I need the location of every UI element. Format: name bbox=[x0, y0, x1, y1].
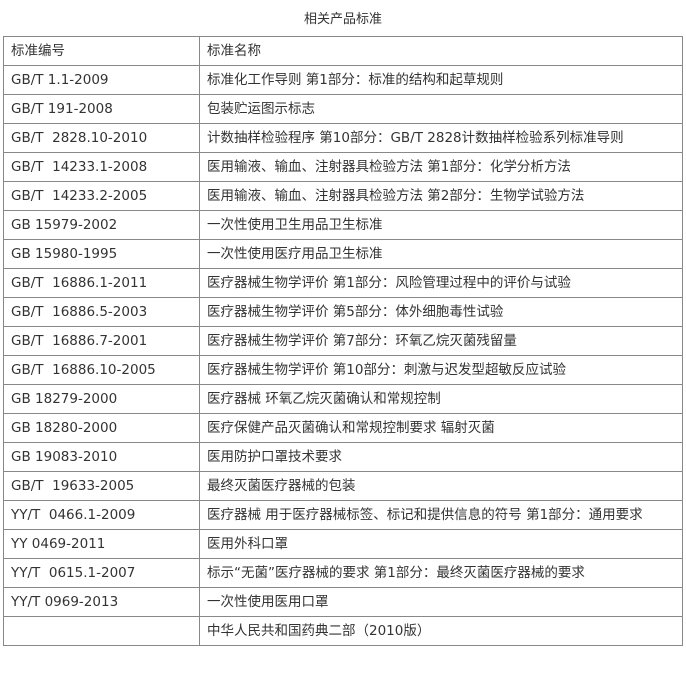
table-title: 相关产品标准 bbox=[303, 12, 382, 27]
table-row: GB 15980-1995 一次性使用医疗用品卫生标准 bbox=[3, 239, 683, 269]
standard-code: GB/T 14233.1-2008 bbox=[3, 152, 200, 182]
table-row: GB/T 16886.1-2011 医疗器械生物学评价 第1部分：风险管理过程中的… bbox=[3, 268, 683, 298]
standard-code: GB 18280-2000 bbox=[3, 413, 200, 443]
standard-code: GB/T 19633-2005 bbox=[3, 471, 200, 501]
standard-code: YY/T 0615.1-2007 bbox=[3, 558, 200, 588]
standard-name: 一次性使用医用口罩 bbox=[199, 587, 683, 617]
table-row: GB/T 19633-2005 最终灭菌医疗器械的包装 bbox=[3, 471, 683, 501]
header-cell: 标准编号 bbox=[3, 36, 200, 66]
standard-code: GB/T 16886.10-2005 bbox=[3, 355, 200, 385]
standard-name: 医疗器械 用于医疗器械标签、标记和提供信息的符号 第1部分：通用要求 bbox=[199, 500, 683, 530]
standard-name: 标示“无菌”医疗器械的要求 第1部分：最终灭菌医疗器械的要求 bbox=[199, 558, 683, 588]
standard-name: 医疗器械生物学评价 第7部分：环氧乙烷灭菌残留量 bbox=[199, 326, 683, 356]
table-row: GB/T 191-2008 包装贮运图示标志 bbox=[3, 94, 683, 124]
standard-code: GB/T 14233.2-2005 bbox=[3, 181, 200, 211]
table-row: YY/T 0615.1-2007 标示“无菌”医疗器械的要求 第1部分：最终灭菌医… bbox=[3, 558, 683, 588]
table-row: YY 0469-2011 医用外科口罩 bbox=[3, 529, 683, 559]
standard-name: 医疗器械 环氧乙烷灭菌确认和常规控制 bbox=[199, 384, 683, 414]
standard-name: 医疗器械生物学评价 第5部分：体外细胞毒性试验 bbox=[199, 297, 683, 327]
standard-name: 医用外科口罩 bbox=[199, 529, 683, 559]
standard-name: 计数抽样检验程序 第10部分：GB/T 2828计数抽样检验系列标准导则 bbox=[199, 123, 683, 153]
standard-code: GB/T 2828.10-2010 bbox=[3, 123, 200, 153]
standard-name: 标准化工作导则 第1部分：标准的结构和起草规则 bbox=[199, 65, 683, 95]
table-row: GB/T 14233.1-2008 医用输液、输血、注射器具检验方法 第1部分：化… bbox=[3, 152, 683, 182]
header-cell: 标准名称 bbox=[199, 36, 683, 66]
standard-code: GB 18279-2000 bbox=[3, 384, 200, 414]
table-row: GB 15979-2002 一次性使用卫生用品卫生标准 bbox=[3, 210, 683, 240]
standard-name: 包装贮运图示标志 bbox=[199, 94, 683, 124]
standard-name: 最终灭菌医疗器械的包装 bbox=[199, 471, 683, 501]
table-row: GB/T 14233.2-2005 医用输液、输血、注射器具检验方法 第2部分：生… bbox=[3, 181, 683, 211]
standard-code: YY/T 0969-2013 bbox=[3, 587, 200, 617]
table-row: GB/T 16886.10-2005 医疗器械生物学评价 第10部分：刺激与迟发型… bbox=[3, 355, 683, 385]
standard-code: YY/T 0466.1-2009 bbox=[3, 500, 200, 530]
empty-cell bbox=[3, 616, 200, 646]
standard-name: 医疗保健产品灭菌确认和常规控制要求 辐射灭菌 bbox=[199, 413, 683, 443]
table-row: 中华人民共和国药典二部（2010版） bbox=[3, 616, 683, 646]
standard-code: GB 15979-2002 bbox=[3, 210, 200, 240]
standard-name: 医疗器械生物学评价 第1部分：风险管理过程中的评价与试验 bbox=[199, 268, 683, 298]
standard-code: GB/T 16886.5-2003 bbox=[3, 297, 200, 327]
table-row: GB/T 16886.7-2001 医疗器械生物学评价 第7部分：环氧乙烷灭菌残留… bbox=[3, 326, 683, 356]
table-body: GB/T 1.1-2009 标准化工作导则 第1部分：标准的结构和起草规则 GB/T… bbox=[3, 65, 683, 646]
standard-name: 医用防护口罩技术要求 bbox=[199, 442, 683, 472]
standard-name: 医疗器械生物学评价 第10部分：刺激与迟发型超敏反应试验 bbox=[199, 355, 683, 385]
standard-code: GB/T 191-2008 bbox=[3, 94, 200, 124]
table-row: GB 19083-2010 医用防护口罩技术要求 bbox=[3, 442, 683, 472]
standard-name: 医用输液、输血、注射器具检验方法 第2部分：生物学试验方法 bbox=[199, 181, 683, 211]
table-row: GB 18280-2000 医疗保健产品灭菌确认和常规控制要求 辐射灭菌 bbox=[3, 413, 683, 443]
standard-code: GB 15980-1995 bbox=[3, 239, 200, 269]
table-row: YY/T 0466.1-2009 医疗器械 用于医疗器械标签、标记和提供信息的符号… bbox=[3, 500, 683, 530]
table-row: GB/T 1.1-2009 标准化工作导则 第1部分：标准的结构和起草规则 bbox=[3, 65, 683, 95]
table-row: GB 18279-2000 医疗器械 环氧乙烷灭菌确认和常规控制 bbox=[3, 384, 683, 414]
standard-name: 中华人民共和国药典二部（2010版） bbox=[199, 616, 683, 646]
standard-name: 一次性使用医疗用品卫生标准 bbox=[199, 239, 683, 269]
standard-name: 医用输液、输血、注射器具检验方法 第1部分：化学分析方法 bbox=[199, 152, 683, 182]
standard-code: GB/T 16886.7-2001 bbox=[3, 326, 200, 356]
table-row: YY/T 0969-2013 一次性使用医用口罩 bbox=[3, 587, 683, 617]
standard-name: 一次性使用卫生用品卫生标准 bbox=[199, 210, 683, 240]
table-row: GB/T 16886.5-2003 医疗器械生物学评价 第5部分：体外细胞毒性试验 bbox=[3, 297, 683, 327]
standard-code: GB 19083-2010 bbox=[3, 442, 200, 472]
standard-code: GB/T 16886.1-2011 bbox=[3, 268, 200, 298]
header-row: 标准编号 标准名称 bbox=[3, 36, 683, 66]
standards-table: 标准编号 标准名称 GB/T 1.1-2009 标准化工作导则 第1部分：标准的结… bbox=[3, 36, 683, 646]
standard-code: YY 0469-2011 bbox=[3, 529, 200, 559]
table-row: GB/T 2828.10-2010 计数抽样检验程序 第10部分：GB/T 282… bbox=[3, 123, 683, 153]
standard-code: GB/T 1.1-2009 bbox=[3, 65, 200, 95]
